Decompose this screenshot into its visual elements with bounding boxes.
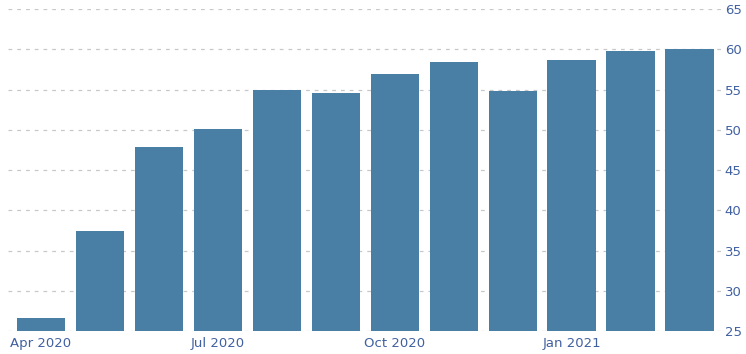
Bar	[489, 91, 537, 331]
Bar	[75, 230, 124, 331]
Bar	[665, 48, 714, 331]
Bar	[606, 51, 655, 331]
Bar	[312, 93, 360, 331]
Bar	[548, 60, 596, 331]
Bar	[16, 318, 65, 331]
Bar	[194, 129, 242, 331]
Bar	[135, 147, 183, 331]
Bar	[371, 74, 419, 331]
Bar	[430, 62, 478, 331]
Bar	[253, 90, 301, 331]
